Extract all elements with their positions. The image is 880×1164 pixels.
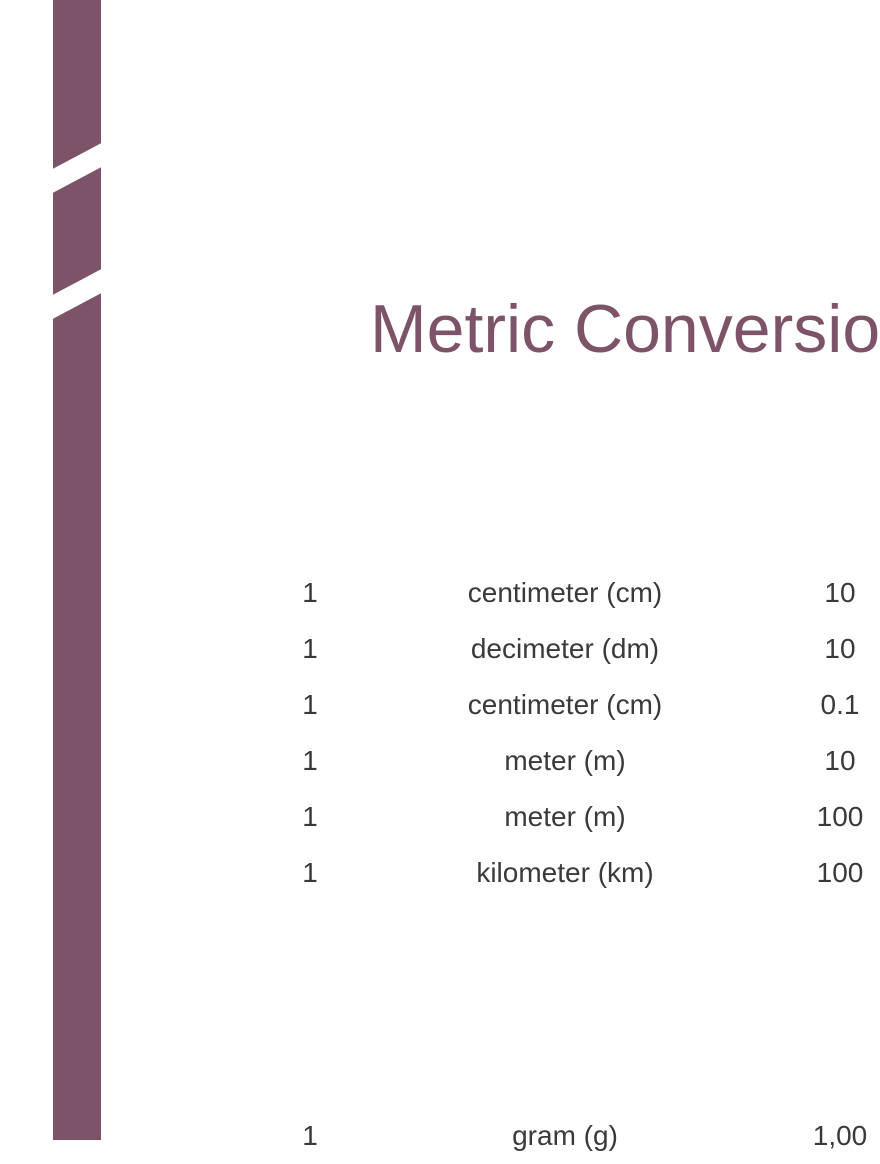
cell-unit: meter (m): [350, 745, 780, 777]
cell-val: 100: [780, 801, 880, 833]
cell-val: 10: [780, 577, 880, 609]
table-row: 1 meter (m) 100: [270, 789, 880, 845]
cell-val: 0.1: [780, 689, 880, 721]
cell-unit: decimeter (dm): [350, 633, 780, 665]
cell-unit: kilometer (km): [350, 857, 780, 889]
page-title: Metric Conversions: [370, 290, 880, 368]
cell-unit: centimeter (cm): [350, 577, 780, 609]
table-row: 1 kilometer (km) 100: [270, 845, 880, 901]
cell-qty: 1: [270, 577, 350, 609]
accent-cut: [53, 143, 101, 193]
table-row: 1 meter (m) 10: [270, 733, 880, 789]
cell-val: 10: [780, 745, 880, 777]
cell-qty: 1: [270, 801, 350, 833]
cell-qty: 1: [270, 857, 350, 889]
cell-val: 10: [780, 633, 880, 665]
cell-unit: centimeter (cm): [350, 689, 780, 721]
table-row: 1 gram (g) 1,00: [270, 1108, 880, 1164]
cell-qty: 1: [270, 633, 350, 665]
cell-val: 1,00: [780, 1120, 880, 1152]
cell-qty: 1: [270, 1120, 350, 1152]
cell-qty: 1: [270, 689, 350, 721]
cell-qty: 1: [270, 745, 350, 777]
table-row: 1 centimeter (cm) 0.1: [270, 677, 880, 733]
conversion-table-mass: 1 gram (g) 1,00: [270, 1108, 880, 1164]
table-row: 1 centimeter (cm) 10: [270, 565, 880, 621]
accent-bar: [53, 0, 101, 1140]
cell-unit: meter (m): [350, 801, 780, 833]
cell-unit: gram (g): [350, 1120, 780, 1152]
table-row: 1 decimeter (dm) 10: [270, 621, 880, 677]
cell-val: 100: [780, 857, 880, 889]
accent-cut: [53, 269, 101, 319]
conversion-table-length: 1 centimeter (cm) 10 1 decimeter (dm) 10…: [270, 565, 880, 901]
